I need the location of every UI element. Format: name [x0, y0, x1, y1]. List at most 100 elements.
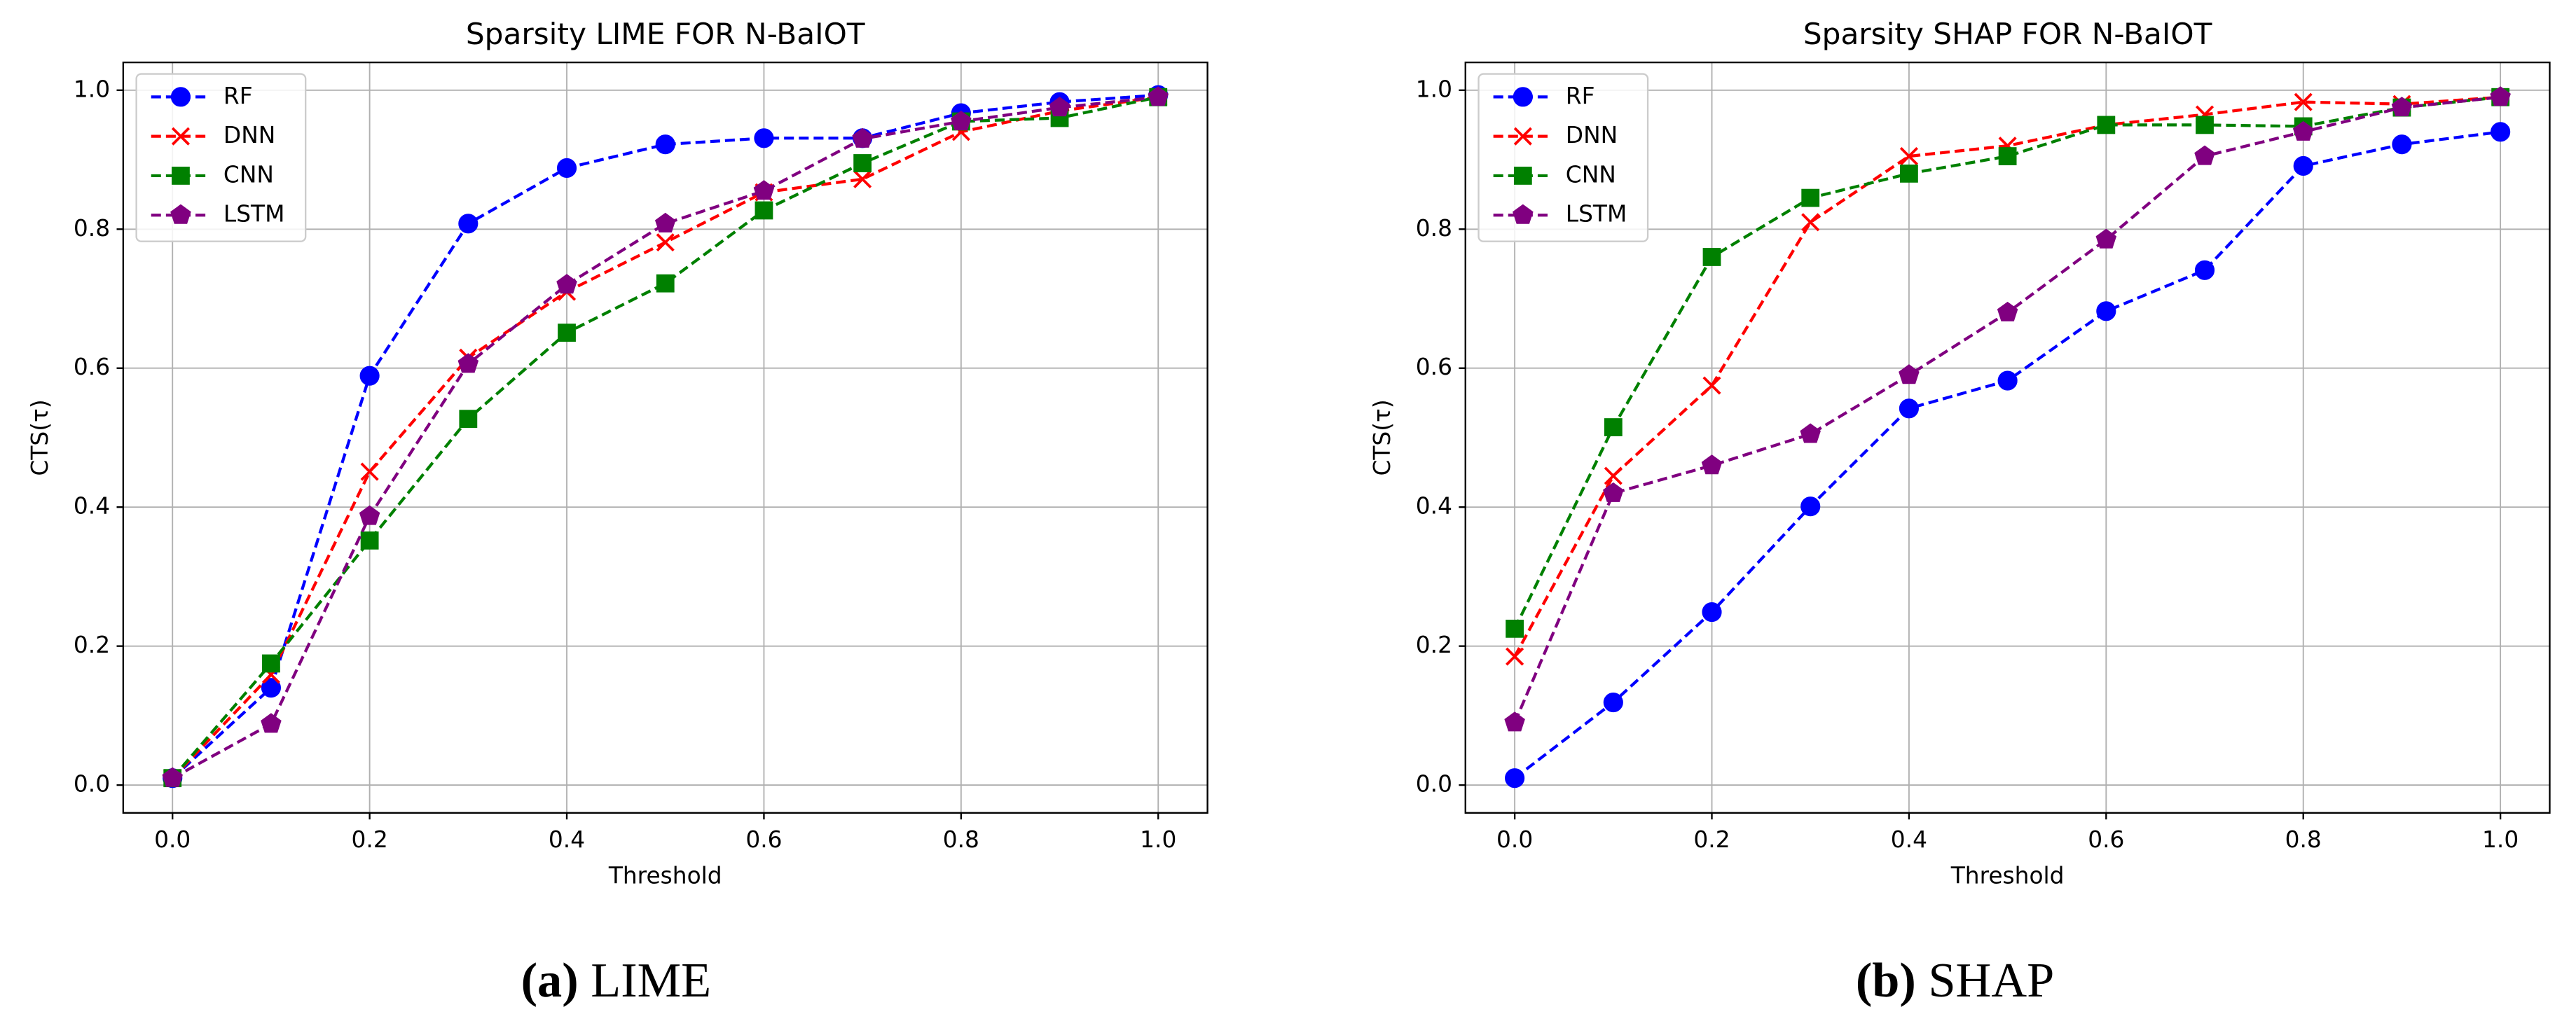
series-line: [172, 95, 1159, 780]
marker: [2392, 134, 2412, 155]
marker: [1505, 768, 1525, 789]
y-tick-label: 0.2: [1416, 632, 1452, 658]
y-axis-label: CTS(τ): [1369, 399, 1396, 475]
marker: [2293, 155, 2313, 176]
marker: [1513, 127, 1532, 146]
marker: [170, 87, 191, 107]
x-axis-label: Threshold: [608, 863, 722, 889]
x-tick-label: 0.8: [943, 826, 979, 853]
marker: [1800, 496, 1821, 517]
x-tick-label: 1.0: [2482, 826, 2519, 853]
y-tick-label: 0.8: [1416, 215, 1452, 242]
chart: 0.0 0.2 0.4 0.6 0.8 1.0 0.0 0.2 0.4 0.6 0.8 1.0 RF DN…: [27, 17, 1208, 1008]
marker: [359, 505, 380, 525]
marker: [170, 204, 191, 224]
marker: [172, 167, 190, 185]
marker: [655, 134, 675, 155]
marker: [1513, 204, 1534, 224]
marker: [1513, 167, 1532, 185]
chart-title: Sparsity SHAP FOR N-BaIOT: [1803, 17, 2212, 51]
marker: [1899, 364, 1920, 384]
marker: [1506, 619, 1524, 638]
marker: [171, 127, 191, 146]
x-tick-label: 0.2: [1693, 826, 1730, 853]
marker: [1603, 482, 1624, 502]
y-tick-label: 0.8: [74, 215, 110, 242]
marker: [1504, 711, 1525, 732]
marker: [162, 767, 183, 787]
marker: [2196, 116, 2214, 134]
legend-label: LSTM: [1566, 201, 1627, 228]
marker: [2292, 120, 2314, 141]
marker: [755, 201, 773, 220]
y-tick-label: 0.0: [1416, 771, 1452, 798]
legend-label: CNN: [1566, 161, 1616, 188]
y-tick-label: 0.2: [74, 632, 110, 658]
y-tick-label: 0.4: [1416, 493, 1452, 520]
caption-text: SHAP: [1928, 953, 2054, 1008]
marker: [1702, 376, 1721, 395]
marker: [1998, 147, 2017, 165]
marker: [1899, 398, 1919, 419]
legend-label: DNN: [1566, 122, 1618, 148]
marker: [852, 127, 873, 148]
series-line: [1513, 95, 2501, 723]
caption-label: (a): [521, 953, 579, 1008]
marker: [556, 274, 577, 294]
marker: [458, 214, 478, 234]
marker: [1148, 86, 1169, 106]
x-tick-label: 0.8: [2285, 826, 2322, 853]
y-tick-label: 0.6: [1416, 354, 1452, 380]
y-tick-label: 1.0: [1416, 76, 1452, 102]
marker: [1899, 147, 1918, 166]
marker: [853, 154, 872, 172]
x-tick-label: 0.0: [154, 826, 191, 853]
series-line: [171, 95, 1159, 779]
marker: [656, 274, 675, 293]
marker: [2491, 122, 2511, 142]
legend-box: [1478, 73, 1649, 242]
series-line: [1513, 95, 2501, 630]
marker: [1801, 188, 1820, 207]
marker: [656, 233, 675, 252]
x-axis-label: Threshold: [1950, 863, 2065, 889]
y-axis-label: CTS(τ): [27, 399, 53, 475]
x-tick-label: 0.6: [2088, 826, 2124, 853]
marker: [654, 212, 676, 232]
marker: [2095, 228, 2117, 249]
marker: [1800, 423, 1821, 443]
marker: [2294, 92, 2313, 111]
marker: [1701, 454, 1723, 475]
x-tick-label: 1.0: [1140, 826, 1176, 853]
marker: [1702, 602, 1722, 623]
y-tick-label: 0.6: [74, 354, 110, 380]
plot-frame: [122, 61, 1208, 814]
x-tick-label: 0.4: [1891, 826, 1927, 853]
marker: [853, 169, 872, 188]
marker: [1604, 418, 1623, 436]
legend-label: RF: [223, 83, 253, 109]
legend-label: CNN: [223, 161, 274, 188]
marker: [1604, 466, 1623, 485]
marker: [1603, 692, 1623, 713]
x-tick-label: 0.2: [352, 826, 388, 853]
caption: (a) LIME: [521, 953, 712, 1008]
series-line: [171, 93, 1159, 779]
marker: [261, 678, 281, 698]
marker: [1801, 213, 1820, 232]
marker: [360, 531, 379, 550]
plot-frame: [1464, 61, 2551, 814]
marker: [1049, 97, 1070, 117]
marker: [2097, 116, 2116, 134]
marker: [753, 180, 775, 200]
marker: [2096, 301, 2116, 321]
marker: [2194, 145, 2215, 165]
marker: [2391, 97, 2413, 117]
caption: (b) SHAP: [1856, 953, 2054, 1008]
marker: [261, 713, 282, 733]
marker: [1900, 164, 1918, 183]
marker: [1702, 248, 1721, 266]
x-tick-label: 0.6: [745, 826, 782, 853]
